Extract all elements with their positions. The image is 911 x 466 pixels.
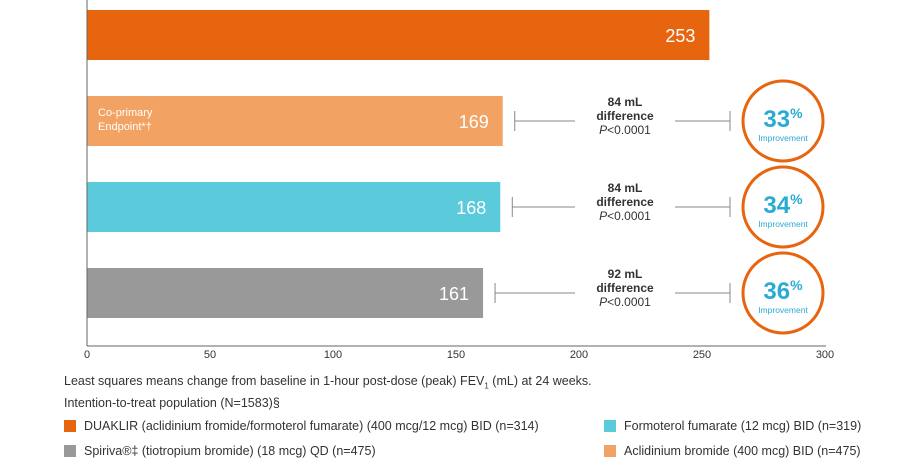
difference-label: 84 mL — [608, 181, 643, 195]
legend-item-aclidinium: Aclidinium bromide (400 mcg) BID (n=475) — [604, 444, 861, 458]
improvement-percent-sign: % — [790, 105, 803, 121]
p-value-italic: P — [599, 123, 607, 137]
caption-line-2: Intention-to-treat population (N=1583)§ — [64, 395, 280, 410]
improvement-percent-sign: % — [790, 191, 803, 207]
improvement-number: 33 — [763, 106, 790, 133]
caption-text: Least squares means change from baseline… — [64, 374, 485, 388]
difference-label: 92 mL — [608, 267, 643, 281]
bar — [87, 268, 484, 318]
bar — [87, 96, 503, 146]
improvement-label: Improvement — [758, 133, 808, 143]
bar-value-label: 253 — [665, 26, 695, 46]
improvement-label: Improvement — [758, 305, 808, 315]
p-value-rest: <0.0001 — [607, 209, 651, 223]
legend-label-aclidinium: Aclidinium bromide (400 mcg) BID (n=475) — [624, 444, 861, 458]
bar-value-label: 169 — [459, 112, 489, 132]
x-tick-label: 150 — [447, 349, 465, 361]
legend-swatch-formoterol — [604, 420, 616, 432]
caption-subscript: 1 — [484, 381, 489, 391]
bar — [87, 10, 710, 60]
p-value-rest: <0.0001 — [607, 123, 651, 137]
difference-label: difference — [596, 109, 654, 123]
bar-value-label: 168 — [456, 198, 486, 218]
x-tick-label: 0 — [84, 349, 90, 361]
improvement-circle — [741, 165, 825, 249]
improvement-circle — [741, 251, 825, 335]
difference-label: difference — [596, 281, 654, 295]
p-value-label: P<0.0001 — [599, 295, 651, 309]
improvement-percent: 33% — [763, 105, 803, 133]
legend-swatch-aclidinium — [604, 445, 616, 457]
p-value-rest: <0.0001 — [607, 295, 651, 309]
difference-label: 84 mL — [608, 95, 643, 109]
bar — [87, 182, 501, 232]
x-tick-label: 100 — [324, 349, 342, 361]
caption-line-1: Least squares means change from baseline… — [64, 373, 592, 395]
improvement-label: Improvement — [758, 219, 808, 229]
x-tick-label: 250 — [693, 349, 711, 361]
legend-swatch-spiriva — [64, 445, 76, 457]
p-value-italic: P — [599, 209, 607, 223]
p-value-label: P<0.0001 — [599, 123, 651, 137]
p-value-label: P<0.0001 — [599, 209, 651, 223]
chart-caption: Least squares means change from baseline… — [64, 373, 592, 412]
legend-item-duaklir: DUAKLIR (aclidinium fromide/formoterol f… — [64, 419, 539, 433]
x-tick-label: 200 — [570, 349, 588, 361]
improvement-percent: 34% — [763, 191, 803, 219]
difference-label: difference — [596, 195, 654, 209]
caption-text-end: (mL) at 24 weeks. — [488, 374, 592, 388]
bar-chart: 253 169 168 161 Co-primary Endpoint*† 0 50 100 1… — [84, 0, 834, 361]
x-tick-label: 50 — [204, 349, 216, 361]
legend-label-spiriva: Spiriva®‡ (tiotropium bromide) (18 mcg) … — [84, 444, 376, 458]
x-tick-label: 300 — [816, 349, 834, 361]
improvement-number: 36 — [763, 278, 790, 305]
legend-item-spiriva: Spiriva®‡ (tiotropium bromide) (18 mcg) … — [64, 444, 376, 458]
endpoint-label: Endpoint*† — [98, 121, 152, 133]
legend-item-formoterol: Formoterol fumarate (12 mcg) BID (n=319) — [604, 419, 861, 433]
legend-swatch-duaklir — [64, 420, 76, 432]
p-value-italic: P — [599, 295, 607, 309]
improvement-percent-sign: % — [790, 277, 803, 293]
improvement-percent: 36% — [763, 277, 803, 305]
improvement-number: 34 — [763, 192, 790, 219]
endpoint-label: Co-primary — [98, 107, 153, 119]
improvement-circle — [741, 79, 825, 163]
legend-label-duaklir: DUAKLIR (aclidinium fromide/formoterol f… — [84, 419, 539, 433]
legend-label-formoterol: Formoterol fumarate (12 mcg) BID (n=319) — [624, 419, 862, 433]
bar-value-label: 161 — [439, 284, 469, 304]
